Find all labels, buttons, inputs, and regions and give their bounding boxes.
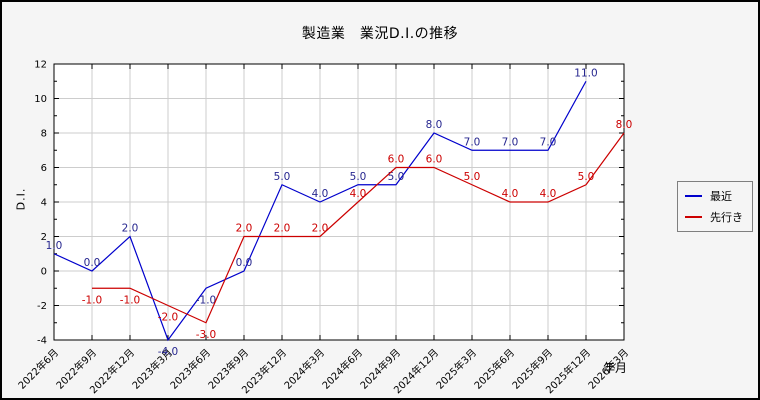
- svg-text:2.0: 2.0: [236, 223, 253, 235]
- svg-text:-4.0: -4.0: [158, 346, 179, 358]
- svg-text:7.0: 7.0: [540, 136, 557, 148]
- legend-item-recent: 最近: [685, 188, 743, 204]
- svg-text:10: 10: [34, 94, 47, 105]
- svg-text:-4: -4: [37, 336, 47, 347]
- legend-label-outlook: 先行き: [710, 211, 743, 224]
- series-line-recent: [53, 80, 587, 342]
- svg-text:5.0: 5.0: [464, 171, 481, 183]
- svg-text:-3.0: -3.0: [196, 329, 217, 341]
- svg-text:6: 6: [41, 163, 47, 174]
- svg-text:4.0: 4.0: [312, 188, 329, 200]
- svg-text:5.0: 5.0: [274, 171, 291, 183]
- legend-line-recent-icon: [685, 195, 702, 197]
- svg-text:5.0: 5.0: [388, 171, 405, 183]
- svg-text:7.0: 7.0: [464, 136, 481, 148]
- plot-border: [53, 63, 625, 341]
- svg-text:0.0: 0.0: [84, 257, 101, 269]
- svg-text:8: 8: [41, 129, 47, 140]
- svg-text:-1.0: -1.0: [82, 294, 103, 306]
- svg-text:-2.0: -2.0: [158, 312, 179, 324]
- legend-item-outlook: 先行き: [685, 209, 743, 225]
- series-labels-outlook: -1.0 -1.0 -2.0 -3.0 2.0 2.0 2.0 4.0 6.0 6.0 5.0 4.0…: [82, 119, 633, 341]
- svg-text:7.0: 7.0: [502, 136, 519, 148]
- y-axis-label: D.I.: [14, 187, 28, 211]
- svg-text:4: 4: [41, 198, 47, 209]
- svg-text:-1.0: -1.0: [120, 294, 141, 306]
- legend: 最近 先行き: [677, 181, 753, 232]
- chart-title: 製造業 業況D.I.の推移: [301, 26, 459, 42]
- svg-text:1.0: 1.0: [46, 240, 63, 252]
- svg-text:2.0: 2.0: [122, 223, 139, 235]
- svg-text:11.0: 11.0: [574, 67, 597, 79]
- svg-text:0.0: 0.0: [236, 257, 253, 269]
- svg-text:2.0: 2.0: [312, 223, 329, 235]
- svg-text:5.0: 5.0: [350, 171, 367, 183]
- svg-text:6.0: 6.0: [426, 154, 443, 166]
- series-line-outlook: [92, 132, 625, 324]
- svg-text:4.0: 4.0: [540, 188, 557, 200]
- x-tick-labels: 2022年6月2022年9月2022年12月2023年3月2023年6月2023…: [15, 346, 631, 396]
- x-axis-label: 年月: [603, 361, 628, 375]
- svg-text:8.0: 8.0: [616, 119, 633, 131]
- svg-text:2: 2: [41, 232, 47, 243]
- svg-text:12: 12: [34, 60, 47, 71]
- svg-text:4.0: 4.0: [350, 188, 367, 200]
- svg-text:4.0: 4.0: [502, 188, 519, 200]
- svg-text:5.0: 5.0: [578, 171, 595, 183]
- svg-text:2.0: 2.0: [274, 223, 291, 235]
- svg-text:0: 0: [41, 267, 47, 278]
- axis-ticks: [53, 63, 625, 341]
- y-tick-labels: -4 -2 0 2 4 6 8 10 12: [34, 60, 47, 347]
- legend-line-outlook-icon: [685, 216, 702, 218]
- legend-label-recent: 最近: [710, 190, 732, 203]
- series-labels-recent: 1.0 0.0 2.0 -4.0 -1.0 0.0 5.0 4.0 5.0 5.0 8.0 7.0 7.…: [46, 67, 598, 358]
- svg-text:-2: -2: [37, 301, 47, 312]
- svg-text:8.0: 8.0: [426, 119, 443, 131]
- svg-text:6.0: 6.0: [388, 154, 405, 166]
- svg-text:-1.0: -1.0: [196, 294, 217, 306]
